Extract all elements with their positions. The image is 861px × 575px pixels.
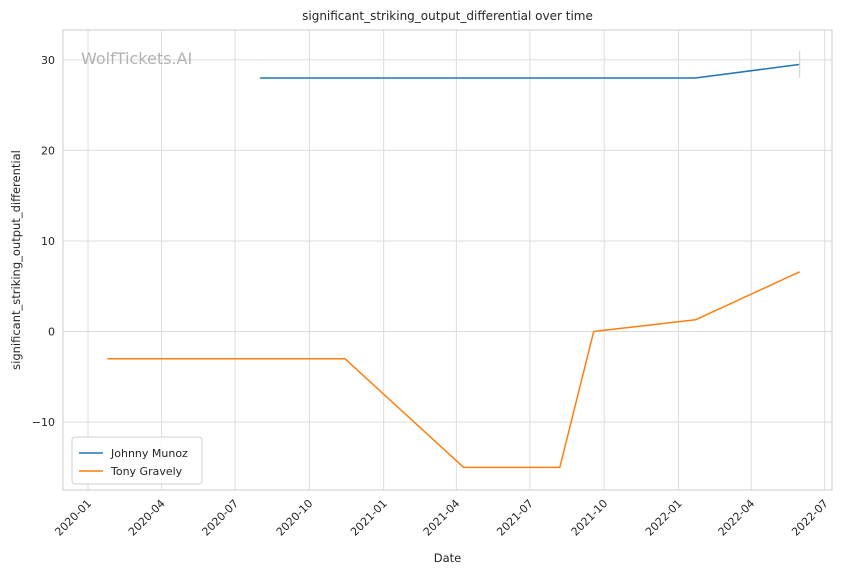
- plot-frame: [62, 29, 833, 491]
- legend-label: Tony Gravely: [110, 465, 183, 478]
- legend-label: Johnny Munoz: [110, 447, 188, 460]
- y-axis-title: significant_striking_output_differential: [9, 150, 23, 370]
- y-tick-label: 10: [41, 235, 55, 248]
- y-tick-label: 20: [41, 144, 55, 157]
- y-tick-label: −10: [32, 416, 55, 429]
- watermark: WolfTickets.AI: [81, 49, 192, 68]
- legend: Johnny Munoz Tony Gravely: [71, 436, 203, 485]
- grid: [63, 30, 832, 490]
- x-axis-title: Date: [434, 551, 462, 565]
- series-line: [260, 63, 800, 79]
- chart-title: significant_striking_output_differential…: [302, 9, 593, 23]
- series: [107, 50, 801, 469]
- y-tick-label: 0: [48, 326, 55, 339]
- legend-box: [71, 436, 203, 485]
- series-line: [107, 271, 801, 469]
- y-tick-label: 30: [41, 54, 55, 67]
